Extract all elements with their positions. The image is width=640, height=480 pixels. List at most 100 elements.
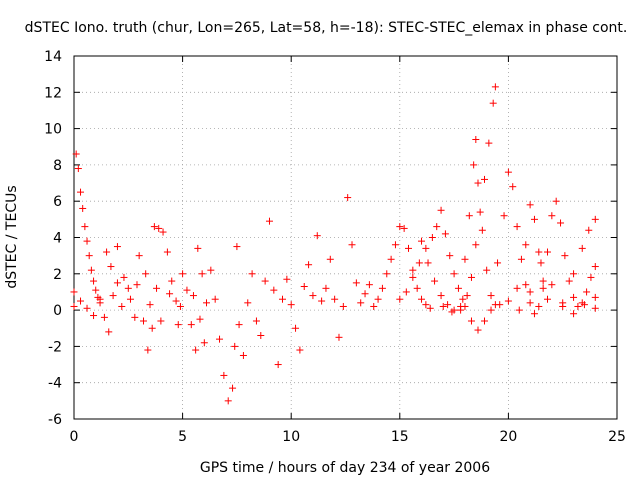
data-point [172, 297, 180, 305]
data-point [591, 215, 599, 223]
grid-lines [74, 56, 617, 419]
data-point [252, 317, 260, 325]
x-tick-label: 5 [178, 429, 187, 445]
data-point [580, 301, 588, 309]
data-point [339, 302, 347, 310]
data-point [426, 304, 434, 312]
data-point [157, 317, 165, 325]
data-point [305, 261, 313, 269]
data-point [474, 326, 482, 334]
data-point [526, 288, 534, 296]
data-point [441, 230, 449, 238]
data-point [513, 223, 521, 231]
data-point [374, 295, 382, 303]
data-point [404, 244, 412, 252]
data-point [313, 232, 321, 240]
data-point [428, 234, 436, 241]
data-point [450, 270, 458, 278]
data-point [487, 292, 495, 300]
data-point [431, 277, 439, 285]
data-point [344, 194, 352, 202]
data-point [400, 224, 408, 232]
x-axis-label: GPS time / hours of day 234 of year 2006 [200, 460, 490, 476]
data-point [585, 226, 593, 234]
plot-frame [73, 55, 618, 420]
data-point [409, 266, 417, 274]
data-point [483, 266, 491, 274]
data-point [361, 290, 369, 298]
data-point [591, 304, 599, 312]
data-point [331, 295, 339, 303]
data-point [207, 266, 215, 274]
data-point [146, 301, 154, 309]
data-point [530, 310, 538, 318]
data-point [352, 279, 360, 287]
data-point [463, 292, 471, 300]
x-tick-label: 15 [391, 429, 409, 445]
data-point [557, 219, 565, 227]
data-point [155, 224, 163, 232]
data-point [543, 295, 551, 303]
data-point [402, 288, 410, 296]
data-point [439, 302, 447, 310]
data-point [81, 223, 89, 231]
data-point [522, 241, 530, 249]
data-point [135, 252, 143, 260]
data-point [561, 252, 569, 260]
data-point [491, 83, 499, 91]
data-point [231, 342, 239, 350]
data-point [244, 299, 252, 307]
data-point [74, 165, 82, 173]
data-point [387, 255, 395, 263]
data-point [446, 252, 454, 260]
data-point [183, 286, 191, 294]
data-point [422, 301, 430, 309]
data-point [548, 212, 556, 220]
x-tick-label: 25 [608, 429, 626, 445]
data-point [163, 248, 171, 256]
data-point [467, 317, 475, 325]
data-point [489, 99, 497, 107]
data-point [79, 204, 87, 212]
data-point [196, 315, 204, 323]
data-point [100, 313, 108, 321]
data-point [383, 270, 391, 278]
data-point [90, 277, 98, 285]
data-point [192, 346, 200, 354]
data-points [70, 83, 599, 405]
data-point [309, 292, 317, 300]
data-point [415, 259, 423, 267]
data-point [526, 201, 534, 209]
data-point [202, 299, 210, 307]
data-point [504, 168, 512, 176]
data-point [509, 183, 517, 191]
data-point [142, 270, 150, 278]
data-point [570, 293, 578, 301]
data-point [216, 335, 224, 343]
data-point [85, 252, 93, 260]
data-point [357, 299, 365, 307]
y-tick-label: 8 [53, 158, 62, 174]
data-point [261, 277, 269, 285]
y-tick-label: 14 [44, 49, 62, 65]
data-point [409, 273, 417, 281]
data-point [591, 263, 599, 271]
data-point [96, 295, 104, 303]
data-point [504, 297, 512, 305]
data-point [500, 212, 508, 220]
data-point [574, 302, 582, 310]
data-point [485, 139, 493, 147]
data-point [140, 317, 148, 325]
data-point [370, 302, 378, 310]
data-point [570, 270, 578, 278]
data-point [418, 295, 426, 303]
data-point [120, 273, 128, 281]
data-point [535, 248, 543, 256]
data-point [150, 223, 158, 231]
data-point [433, 223, 441, 231]
data-point [457, 306, 465, 314]
data-point [481, 317, 489, 325]
data-point [513, 284, 521, 292]
data-point [126, 295, 134, 303]
data-point [437, 206, 445, 214]
